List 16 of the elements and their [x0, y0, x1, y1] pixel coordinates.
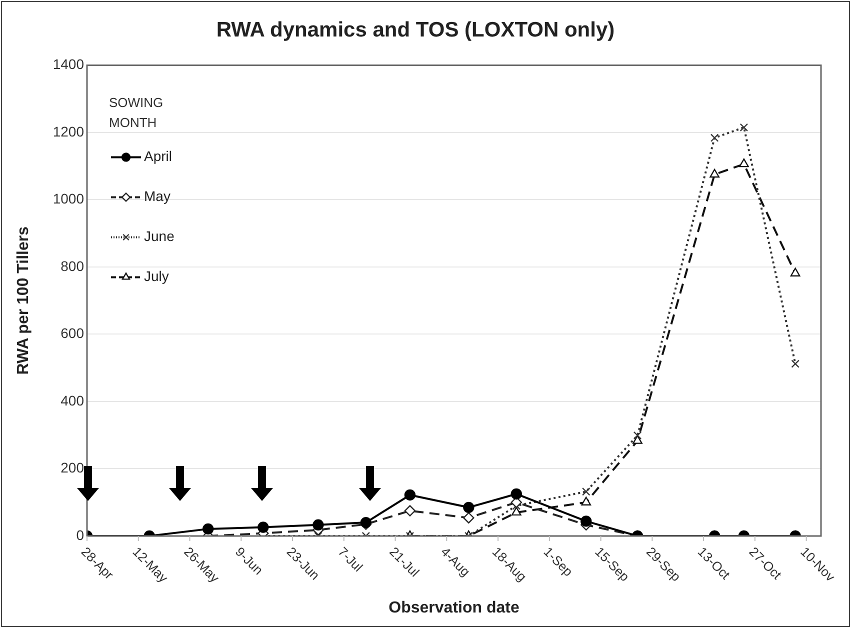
- legend-label: April: [144, 148, 172, 164]
- y-tick-label: 600: [60, 325, 84, 342]
- y-tick-label: 1000: [52, 190, 84, 207]
- y-tick-label: 1400: [52, 56, 84, 72]
- y-tick-label: 800: [60, 258, 84, 274]
- legend-label: July: [144, 268, 169, 284]
- y-tick-label: 0: [76, 526, 84, 543]
- x-axis-title: Observation date: [388, 599, 520, 616]
- legend-label: May: [144, 188, 170, 204]
- legend-label: June: [144, 228, 175, 244]
- y-tick-label: 1200: [52, 123, 84, 140]
- chart-title: RWA dynamics and TOS (LOXTON only): [216, 18, 615, 42]
- legend-title: SOWING MONTH: [109, 94, 164, 130]
- y-tick-label: 200: [60, 460, 84, 476]
- y-tick-label: 400: [60, 392, 84, 408]
- y-axis-title: RWA per 100 Tillers: [15, 226, 32, 375]
